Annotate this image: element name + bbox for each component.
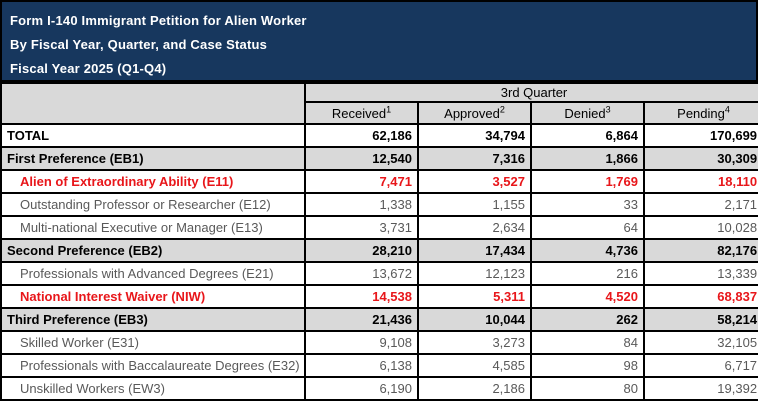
column-header-pending: Pending4 [642, 101, 758, 125]
table-row: Professionals with Baccalaureate Degrees… [0, 353, 758, 378]
table-row: Alien of Extraordinary Ability (E11) 7,47… [0, 169, 758, 194]
approved-value: 5,311 [417, 284, 532, 309]
denied-value: 1,769 [530, 169, 645, 194]
report-title-line3: Fiscal Year 2025 (Q1-Q4) [10, 61, 167, 76]
row-label: Third Preference (EB3) [0, 307, 306, 332]
received-value: 21,436 [304, 307, 419, 332]
quarter-header-row: 3rd Quarter [0, 82, 758, 125]
table-row: First Preference (EB1) 12,540 7,316 1,866 30… [0, 146, 758, 171]
row-label: Unskilled Workers (EW3) [0, 376, 306, 401]
row-label: Professionals with Baccalaureate Degrees… [0, 353, 306, 378]
pending-value: 19,392 [642, 376, 758, 401]
pending-value: 2,171 [642, 192, 758, 217]
footnote-marker: 3 [605, 104, 611, 115]
received-value: 13,672 [304, 261, 419, 286]
report-title-line2: By Fiscal Year, Quarter, and Case Status [10, 37, 268, 52]
report-title-line1: Form I-140 Immigrant Petition for Alien … [10, 13, 307, 28]
column-header-denied: Denied3 [530, 101, 645, 125]
column-header-approved: Approved2 [417, 101, 532, 125]
table-body: TOTAL 62,186 34,794 6,864 170,699 First Prefe… [0, 123, 758, 401]
received-value: 1,338 [304, 192, 419, 217]
row-label: National Interest Waiver (NIW) [0, 284, 306, 309]
approved-value: 2,634 [417, 215, 532, 240]
received-value: 14,538 [304, 284, 419, 309]
table-row: Third Preference (EB3) 21,436 10,044 262 58,… [0, 307, 758, 332]
approved-value: 4,585 [417, 353, 532, 378]
denied-value: 216 [530, 261, 645, 286]
pending-value: 68,837 [642, 284, 758, 309]
table-row: Outstanding Professor or Researcher (E12… [0, 192, 758, 217]
denied-value: 262 [530, 307, 645, 332]
denied-value: 84 [530, 330, 645, 355]
approved-value: 10,044 [417, 307, 532, 332]
table-row: Second Preference (EB2) 28,210 17,434 4,736… [0, 238, 758, 263]
table-row: Professionals with Advanced Degrees (E21… [0, 261, 758, 286]
row-label: Multi-national Executive or Manager (E13… [0, 215, 306, 240]
table-row: National Interest Waiver (NIW) 14,538 5,31… [0, 284, 758, 309]
row-label: Professionals with Advanced Degrees (E21… [0, 261, 306, 286]
pending-value: 82,176 [642, 238, 758, 263]
corner-cell [0, 82, 306, 125]
denied-value: 6,864 [530, 123, 645, 148]
footnote-marker: 4 [724, 104, 730, 115]
received-value: 6,190 [304, 376, 419, 401]
approved-value: 3,273 [417, 330, 532, 355]
received-value: 7,471 [304, 169, 419, 194]
column-header-received: Received1 [304, 101, 419, 125]
table-row: Multi-national Executive or Manager (E13… [0, 215, 758, 240]
received-value: 9,108 [304, 330, 419, 355]
received-value: 3,731 [304, 215, 419, 240]
denied-value: 4,520 [530, 284, 645, 309]
pending-value: 170,699 [642, 123, 758, 148]
approved-value: 3,527 [417, 169, 532, 194]
denied-value: 64 [530, 215, 645, 240]
table-row: TOTAL 62,186 34,794 6,864 170,699 [0, 123, 758, 148]
approved-value: 12,123 [417, 261, 532, 286]
pending-value: 32,105 [642, 330, 758, 355]
approved-value: 34,794 [417, 123, 532, 148]
row-label: Skilled Worker (E31) [0, 330, 306, 355]
denied-value: 4,736 [530, 238, 645, 263]
pending-value: 18,110 [642, 169, 758, 194]
row-label: Outstanding Professor or Researcher (E12… [0, 192, 306, 217]
received-value: 12,540 [304, 146, 419, 171]
denied-value: 1,866 [530, 146, 645, 171]
received-value: 6,138 [304, 353, 419, 378]
quarter-header: 3rd Quarter [303, 82, 758, 103]
received-value: 62,186 [304, 123, 419, 148]
denied-value: 98 [530, 353, 645, 378]
footnote-marker: 1 [386, 104, 392, 115]
table-row: Skilled Worker (E31) 9,108 3,273 84 32,105 [0, 330, 758, 355]
denied-value: 33 [530, 192, 645, 217]
pending-value: 30,309 [642, 146, 758, 171]
approved-value: 17,434 [417, 238, 532, 263]
footnote-marker: 2 [499, 104, 505, 115]
denied-value: 80 [530, 376, 645, 401]
received-value: 28,210 [304, 238, 419, 263]
table-row: Unskilled Workers (EW3) 6,190 2,186 80 19,39… [0, 376, 758, 401]
row-label: TOTAL [0, 123, 306, 148]
column-header-row: Received1 Approved2 Denied3 Pending4 [1, 101, 758, 125]
pending-value: 6,717 [642, 353, 758, 378]
pending-value: 58,214 [642, 307, 758, 332]
petition-data-table: 3rd Quarter Received1 Approved2 Denied3 … [0, 82, 758, 401]
row-label: First Preference (EB1) [0, 146, 306, 171]
approved-value: 2,186 [417, 376, 532, 401]
approved-value: 1,155 [417, 192, 532, 217]
pending-value: 13,339 [642, 261, 758, 286]
pending-value: 10,028 [642, 215, 758, 240]
title-banner: Form I-140 Immigrant Petition for Alien … [0, 0, 758, 82]
row-label: Alien of Extraordinary Ability (E11) [0, 169, 306, 194]
approved-value: 7,316 [417, 146, 532, 171]
row-label: Second Preference (EB2) [0, 238, 306, 263]
